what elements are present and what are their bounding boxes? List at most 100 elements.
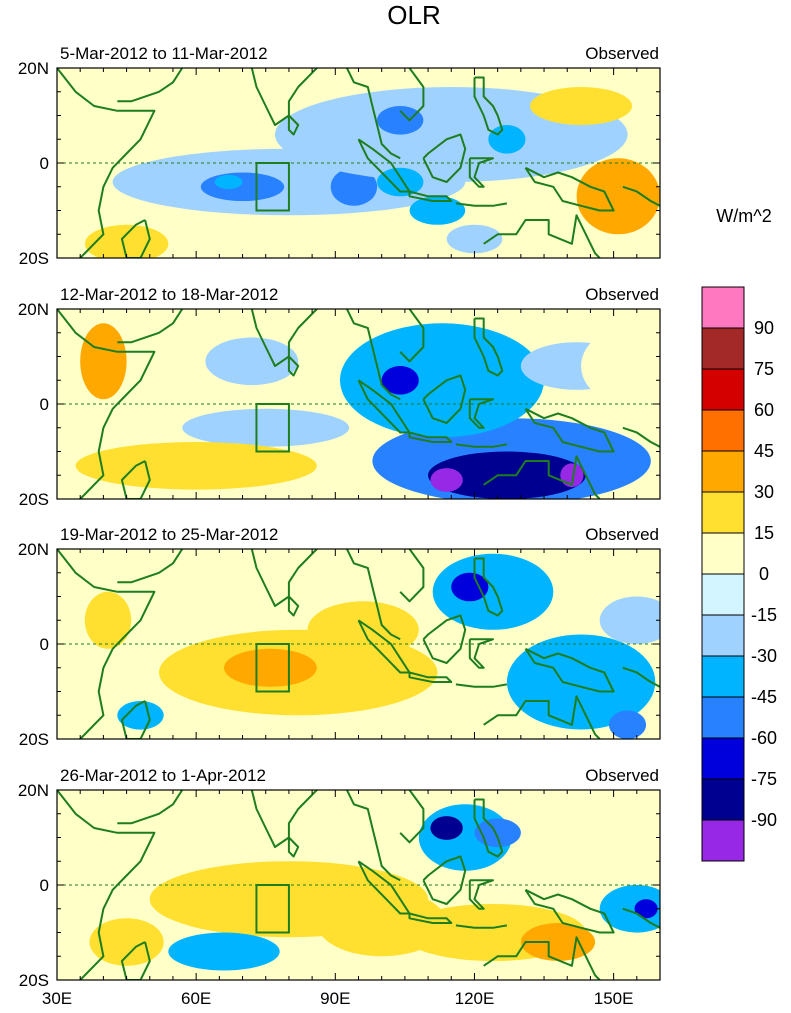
x-tick-label: 90E: [320, 989, 350, 1008]
africa-coast: [57, 790, 156, 980]
olr-field: [57, 309, 660, 499]
colorbar-swatch: [701, 819, 745, 862]
olr-anomaly-patch: [634, 899, 658, 919]
colorbar-swatch: [701, 696, 745, 739]
olr-anomaly-patch: [377, 106, 424, 135]
map-panel: 20N 0 20S 5-Mar-2012 to 11-Mar-2012 Observed: [18, 44, 661, 268]
y-tick-label: 20S: [19, 490, 49, 509]
olr-anomaly-patch: [377, 167, 424, 197]
borneo-coast: [422, 614, 467, 664]
arabia-coast: [117, 790, 184, 825]
colorbar-label: 45: [754, 441, 774, 461]
colorbar-swatch: [701, 286, 745, 329]
lesser-sunda: [455, 924, 508, 929]
indochina-coast: [399, 309, 429, 363]
x-tick-label: 30E: [42, 989, 72, 1008]
srilanka-coast: [287, 595, 300, 617]
sulawesi-coast: [468, 398, 494, 429]
solomon-coast: [622, 907, 660, 929]
olr-anomaly-patch: [205, 337, 299, 386]
y-tick-label: 0: [40, 635, 49, 654]
olr-anomaly-patch: [599, 596, 660, 645]
y-tick-label: 20S: [19, 730, 49, 749]
sulawesi-coast: [468, 638, 494, 669]
map-panel: 20N 0 20S 19-Mar-2012 to 25-Mar-2012 Observe…: [18, 525, 661, 749]
lesser-sunda: [455, 202, 508, 207]
index-box: [255, 403, 290, 453]
y-tick-label: 20N: [18, 781, 49, 800]
india-coast: [250, 790, 319, 848]
philippines-coast: [473, 557, 504, 617]
colorbar-label: 90: [754, 318, 774, 338]
olr-anomaly-patch: [80, 323, 127, 400]
coastlines: [57, 68, 660, 258]
olr-anomaly-patch: [581, 328, 660, 404]
new-guinea-coast: [524, 166, 615, 212]
arabia-coast: [117, 309, 184, 344]
srilanka-coast: [287, 355, 300, 377]
borneo-coast: [422, 374, 467, 424]
olr-anomaly-patch: [84, 591, 132, 649]
panel-date-range: 19-Mar-2012 to 25-Mar-2012: [60, 525, 278, 544]
burma-coast: [345, 549, 401, 641]
axis-ticks: [56, 308, 661, 500]
colorbar-swatch: [701, 491, 745, 534]
philippines-coast: [473, 317, 504, 377]
panel-date-range: 26-Mar-2012 to 1-Apr-2012: [60, 766, 266, 785]
coastlines: [57, 790, 660, 980]
java-coast: [408, 912, 453, 924]
arabia-coast: [117, 549, 184, 584]
olr-anomaly-patch: [530, 87, 633, 125]
olr-anomaly-patch: [89, 918, 164, 966]
burma-coast: [345, 309, 401, 401]
madagascar-coast: [120, 219, 151, 258]
new-guinea-coast: [524, 407, 615, 453]
colorbar-label: -30: [751, 646, 777, 666]
lesser-sunda: [455, 443, 508, 448]
olr-anomaly-patch: [430, 816, 463, 840]
olr-anomaly-patch: [432, 553, 554, 630]
x-tick-label: 150E: [594, 989, 634, 1008]
chart-title: OLR: [387, 0, 440, 30]
africa-coast: [57, 549, 156, 739]
madagascar-coast: [120, 700, 151, 739]
olr-anomaly-patch: [451, 572, 489, 602]
colorbar-label: 30: [754, 482, 774, 502]
madagascar-coast: [120, 941, 151, 980]
australia-coast: [483, 936, 601, 980]
olr-anomaly-patch: [316, 889, 447, 957]
y-tick-label: 20N: [18, 300, 49, 319]
map-panel: 20N 0 20S 12-Mar-2012 to 18-Mar-2012 Observe…: [18, 285, 661, 509]
colorbar-label: 0: [759, 564, 769, 584]
colorbar-label: -90: [751, 810, 777, 830]
y-tick-label: 0: [40, 154, 49, 173]
panel-observed-label: Observed: [585, 285, 659, 304]
colorbar-swatch: [701, 573, 745, 616]
panels: 20N 0 20S 5-Mar-2012 to 11-Mar-2012 Observed…: [18, 44, 661, 1008]
colorbar-label: 15: [754, 523, 774, 543]
y-tick-label: 20N: [18, 540, 49, 559]
y-tick-label: 0: [40, 395, 49, 414]
borneo-coast: [422, 133, 467, 183]
olr-anomaly-patch: [75, 82, 113, 140]
olr-anomaly-patch: [608, 710, 647, 739]
coastlines: [57, 549, 660, 739]
colorbar-swatch: [701, 368, 745, 411]
indochina-coast: [399, 68, 429, 122]
olr-anomaly-patch: [200, 172, 285, 202]
map-panel: 20N 0 20S 26-Mar-2012 to 1-Apr-2012 Observed…: [18, 766, 661, 1008]
olr-anomaly-patch: [599, 885, 660, 933]
olr-anomaly-patch: [168, 932, 280, 971]
olr-anomaly-patch: [488, 125, 526, 154]
borneo-coast: [422, 855, 467, 905]
panel-date-range: 5-Mar-2012 to 11-Mar-2012: [60, 44, 268, 63]
olr-anomaly-patch: [520, 923, 596, 961]
india-coast: [250, 309, 319, 367]
axis-ticks: [56, 67, 661, 259]
java-coast: [408, 671, 453, 683]
olr-anomaly-patch: [182, 408, 350, 447]
index-box: [255, 643, 290, 693]
olr-anomaly-patch: [214, 174, 243, 190]
axis-ticks: [56, 548, 661, 740]
colorbar-swatch: [701, 614, 745, 657]
